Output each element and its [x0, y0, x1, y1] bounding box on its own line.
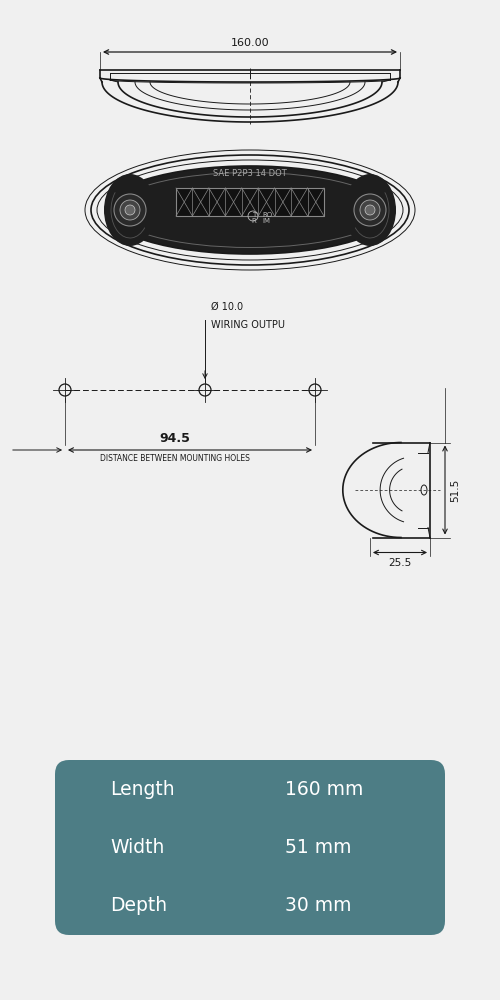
Circle shape [360, 200, 380, 220]
FancyBboxPatch shape [176, 188, 324, 216]
Text: Ø 10.0: Ø 10.0 [211, 302, 243, 312]
Text: 94.5: 94.5 [160, 432, 190, 445]
Text: SAE P2P3 14 DOT: SAE P2P3 14 DOT [213, 169, 287, 178]
Text: 160.00: 160.00 [230, 38, 270, 48]
Text: T
R: T R [252, 212, 256, 224]
Ellipse shape [105, 166, 395, 254]
Ellipse shape [344, 174, 396, 246]
Ellipse shape [104, 174, 156, 246]
Text: 51 mm: 51 mm [285, 838, 352, 857]
Circle shape [114, 194, 146, 226]
Text: Width: Width [110, 838, 164, 857]
Circle shape [120, 200, 140, 220]
Text: WIRING OUTPU: WIRING OUTPU [211, 320, 285, 330]
Circle shape [354, 194, 386, 226]
Text: DISTANCE BETWEEN MOUNTING HOLES: DISTANCE BETWEEN MOUNTING HOLES [100, 454, 250, 463]
Text: 25.5: 25.5 [388, 558, 411, 568]
Text: Length: Length [110, 780, 174, 799]
FancyBboxPatch shape [55, 760, 445, 935]
Text: 51.5: 51.5 [450, 478, 460, 502]
Text: Depth: Depth [110, 896, 167, 915]
Text: 160 mm: 160 mm [285, 780, 364, 799]
Text: 30 mm: 30 mm [285, 896, 352, 915]
Text: RO
IM: RO IM [262, 212, 272, 224]
Circle shape [365, 205, 375, 215]
Circle shape [125, 205, 135, 215]
